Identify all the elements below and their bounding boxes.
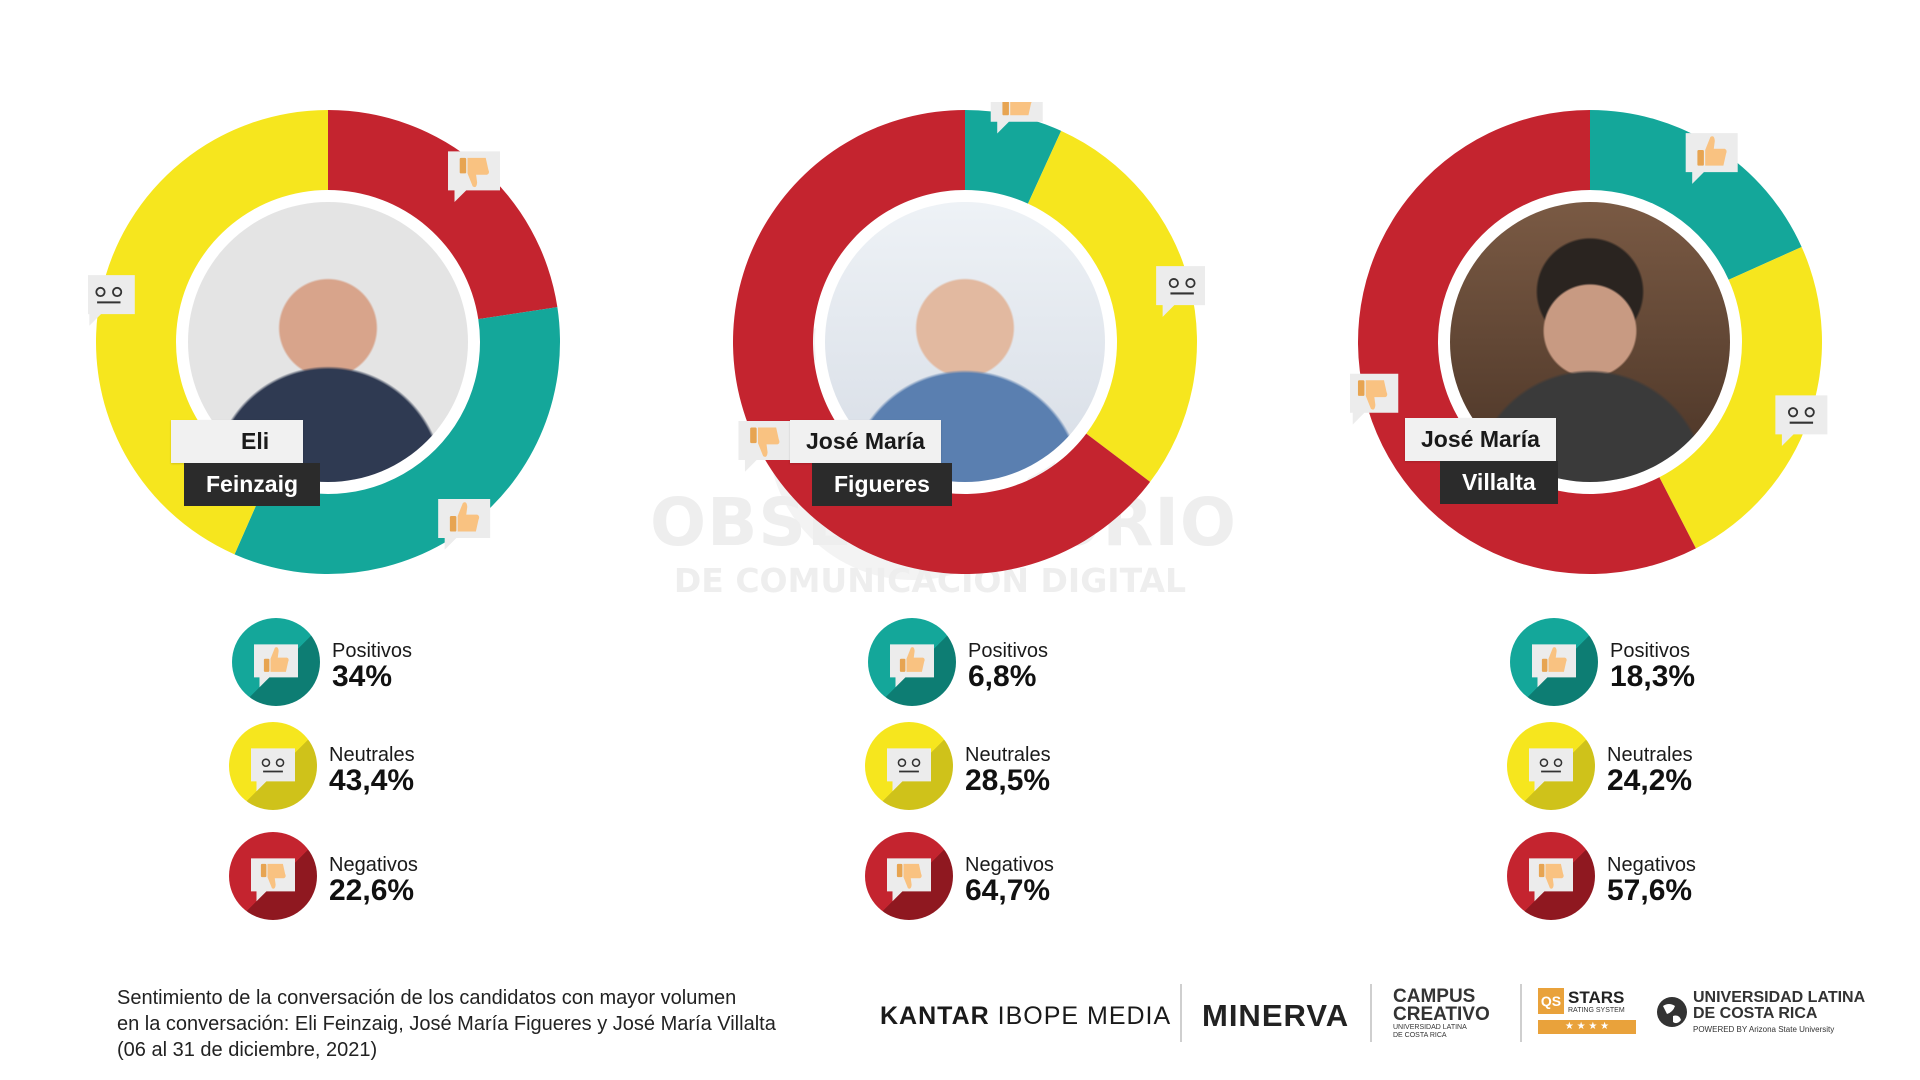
neutral-face-icon [1775, 395, 1828, 447]
ulatina-powered-by: POWERED BY Arizona State University [1693, 1025, 1835, 1034]
thumbs-down-icon [1346, 373, 1399, 425]
thumbs-down-icon [1507, 832, 1595, 920]
candidate-last-name: Villalta [1440, 461, 1558, 504]
legend-icon-svg [251, 748, 295, 792]
qs-stars-text: STARS [1568, 988, 1625, 1007]
legend-value: 28,5% [965, 764, 1051, 797]
divider [1180, 984, 1182, 1042]
candidate-last-name: Figueres [812, 463, 952, 506]
qs-rating-text: RATING SYSTEM [1568, 1007, 1625, 1014]
donut-svg [82, 110, 561, 574]
neutral-face-icon [1156, 266, 1209, 317]
caption: Sentimiento de la conversación de los ca… [117, 985, 857, 1063]
campus-logo-sub1: UNIVERSIDAD LATINA [1393, 1024, 1467, 1031]
legend-value: 22,6% [329, 874, 415, 907]
thumbs-up-icon [232, 618, 320, 706]
donut-slice-negative [328, 110, 558, 320]
minerva-logo: MINERVA [1202, 998, 1350, 1033]
legend-value: 43,4% [329, 764, 415, 797]
legend-icon-glyph [1532, 644, 1576, 688]
donut-slice-positive [965, 110, 1062, 204]
legend-icon-svg [887, 748, 931, 792]
ulatina-line1: UNIVERSIDAD LATINA [1693, 989, 1866, 1006]
legend-icon-glyph [887, 858, 931, 902]
neutral-face-icon [865, 722, 953, 810]
legend-value: 57,6% [1607, 874, 1693, 907]
thumbs-up-icon [1510, 618, 1598, 706]
legend-label: Positivos [332, 640, 413, 662]
donut-slice-neutral [96, 110, 329, 555]
globe-icon [1657, 997, 1687, 1027]
caption-line: en la conversación: Eli Feinzaig, José M… [117, 1013, 776, 1035]
legend-label: Neutrales [1607, 744, 1693, 766]
ulatina-line2: DE COSTA RICA [1693, 1005, 1818, 1022]
divider [1370, 984, 1372, 1042]
sponsor-logos: KANTAR IBOPE MEDIA MINERVA CAMPUS CREATI… [880, 980, 1900, 1050]
caption-line: Sentimiento de la conversación de los ca… [117, 987, 737, 1009]
legend-icon-svg [251, 858, 295, 902]
caption-line: (06 al 31 de diciembre, 2021) [117, 1039, 378, 1061]
donut-slice-neutral [1027, 130, 1197, 482]
legend-icon-glyph [254, 644, 298, 688]
legend-label: Positivos [1610, 640, 1691, 662]
thumbs-up-icon [868, 618, 956, 706]
legend-icon-glyph [890, 644, 934, 688]
thumbs-down-icon [738, 421, 791, 472]
legend-value: 6,8% [968, 660, 1037, 693]
legend-icon-glyph [887, 748, 931, 792]
legend-icon-glyph [251, 748, 295, 792]
kantar-ibope-logo: KANTAR IBOPE MEDIA [880, 1002, 1171, 1031]
legend-icon-glyph [251, 858, 295, 902]
thumbs-down-icon [865, 832, 953, 920]
campus-logo-line1: CAMPUS [1393, 986, 1476, 1007]
legend-label: Negativos [965, 854, 1054, 876]
kantar-logo-bold: KANTAR [880, 1002, 990, 1030]
thumbs-up-icon [1685, 133, 1738, 184]
campus-logo-sub2: DE COSTA RICA [1393, 1032, 1447, 1039]
legend-icon-svg [1532, 644, 1576, 688]
thumbs-up-icon [438, 499, 491, 550]
legend-value: 18,3% [1610, 660, 1696, 693]
thumbs-down-icon [229, 832, 317, 920]
legend-icon-glyph [1529, 748, 1573, 792]
campus-creativo-logo: CAMPUS CREATIVO UNIVERSIDAD LATINA DE CO… [1393, 986, 1490, 1040]
legend-value: 34% [332, 660, 393, 693]
legend-label: Negativos [329, 854, 418, 876]
divider [1520, 984, 1522, 1042]
legend-icon-svg [1529, 858, 1573, 902]
ulatina-logo: UNIVERSIDAD LATINA DE COSTA RICA POWERED… [1655, 990, 1900, 1042]
candidate-last-name: Feinzaig [184, 463, 321, 506]
qs-star-bar: ★ ★ ★ ★ [1538, 1020, 1636, 1034]
candidate-first-name: José María [790, 420, 941, 463]
ulatina-name: UNIVERSIDAD LATINA DE COSTA RICA [1693, 990, 1865, 1022]
legend-label: Positivos [968, 640, 1049, 662]
legend-icon-svg [890, 644, 934, 688]
kantar-logo-rest: IBOPE MEDIA [989, 1002, 1172, 1030]
neutral-face-icon [229, 722, 317, 810]
legend-icon-glyph [1529, 858, 1573, 902]
candidate-first-name: Eli [171, 420, 304, 463]
legend-value: 24,2% [1607, 764, 1693, 797]
qs-badge: QS [1538, 988, 1564, 1014]
legend-icon-svg [887, 858, 931, 902]
legend-label: Neutrales [329, 744, 415, 766]
legend-label: Neutrales [965, 744, 1051, 766]
legend-value: 64,7% [965, 874, 1051, 907]
donut-slice-neutral [1659, 246, 1822, 549]
candidate-first-name: José María [1405, 418, 1556, 461]
qs-stars-logo: QS STARS RATING SYSTEM ★ ★ ★ ★ [1538, 988, 1638, 1040]
thumbs-down-icon [448, 151, 501, 203]
legend-label: Negativos [1607, 854, 1696, 876]
donut-slice-positive [1590, 110, 1802, 280]
neutral-face-icon [1507, 722, 1595, 810]
sentiment-donut-chart [82, 102, 568, 582]
legend-icon-svg [1529, 748, 1573, 792]
legend-icon-svg [254, 644, 298, 688]
neutral-face-icon [82, 275, 135, 326]
campus-logo-line2: CREATIVO [1393, 1004, 1490, 1025]
